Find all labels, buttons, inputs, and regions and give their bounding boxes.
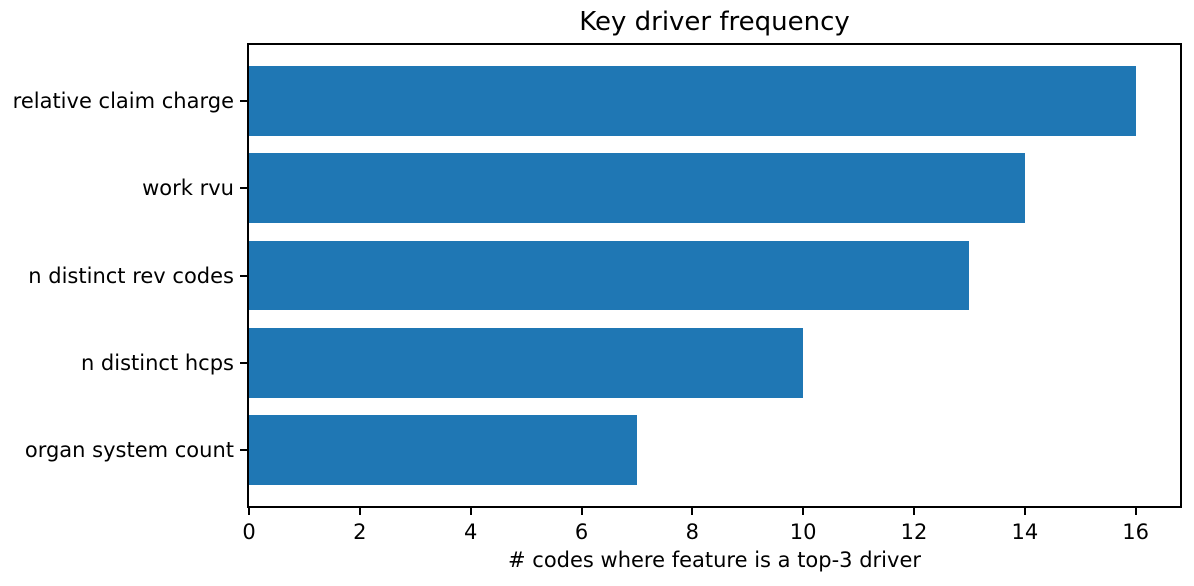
chart-title: Key driver frequency (579, 7, 850, 37)
x-tick-label: 2 (353, 520, 367, 544)
x-tick-mark (580, 508, 583, 515)
bar-relative-claim-charge (249, 65, 1136, 136)
plot-area (247, 43, 1182, 508)
y-tick-mark (240, 274, 247, 277)
x-tick-mark (691, 508, 694, 515)
x-tick-mark (1023, 508, 1026, 515)
y-tick-label: n distinct rev codes (28, 263, 234, 288)
x-tick-label: 12 (900, 520, 928, 544)
y-tick-mark (240, 99, 247, 102)
y-tick-mark (240, 187, 247, 190)
x-tick-label: 8 (685, 520, 700, 544)
bar-work-rvu (249, 153, 1025, 224)
y-tick-label: organ system count (24, 438, 234, 463)
bar-organ-system-count (249, 415, 637, 486)
x-tick-label: 0 (242, 520, 256, 544)
x-tick-mark (913, 508, 915, 515)
x-tick-label: 4 (463, 520, 478, 544)
x-axis-label: # codes where feature is a top-3 driver (508, 548, 921, 572)
x-tick-mark (1134, 508, 1137, 515)
x-tick-label: 16 (1122, 520, 1150, 544)
x-tick-label: 14 (1011, 520, 1039, 544)
y-tick-label: n distinct hcps (80, 350, 234, 375)
x-tick-mark (469, 508, 472, 515)
x-tick-label: 10 (789, 520, 817, 544)
x-tick-mark (248, 508, 250, 515)
y-tick-mark (240, 449, 247, 452)
bar-n-distinct-rev-codes (249, 240, 970, 311)
x-tick-label: 6 (574, 520, 589, 544)
y-tick-label: relative claim charge (12, 88, 234, 113)
x-tick-mark (802, 508, 805, 515)
y-tick-mark (240, 361, 247, 364)
x-tick-mark (358, 508, 361, 515)
y-tick-label: work rvu (142, 176, 234, 201)
bar-n-distinct-hcps (249, 327, 804, 398)
